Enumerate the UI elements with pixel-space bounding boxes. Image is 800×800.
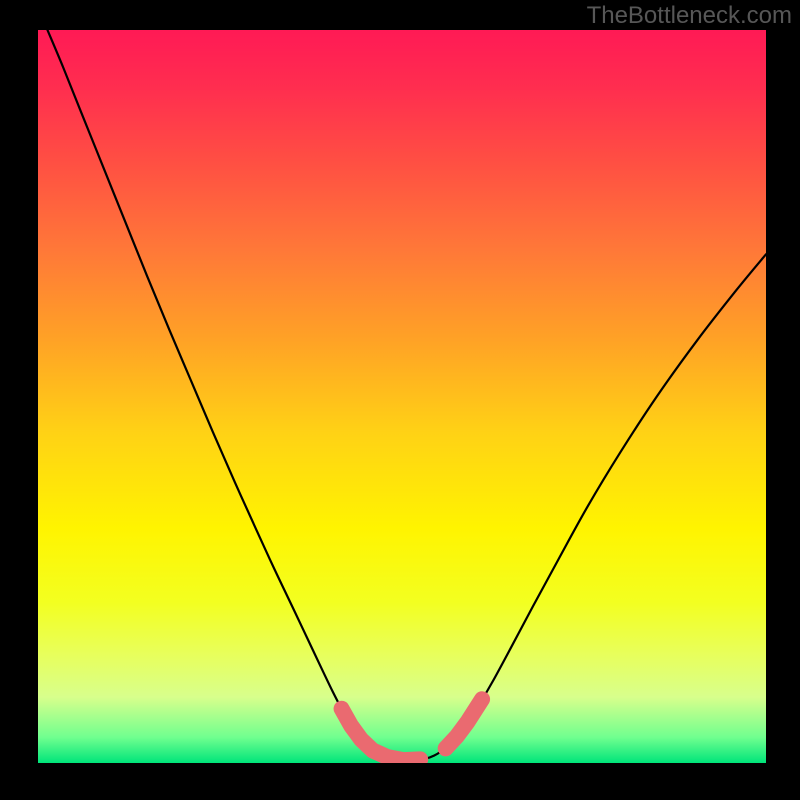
watermark-text: TheBottleneck.com: [587, 2, 792, 30]
chart-frame: TheBottleneck.com: [0, 0, 800, 800]
plot-area: [38, 30, 766, 763]
